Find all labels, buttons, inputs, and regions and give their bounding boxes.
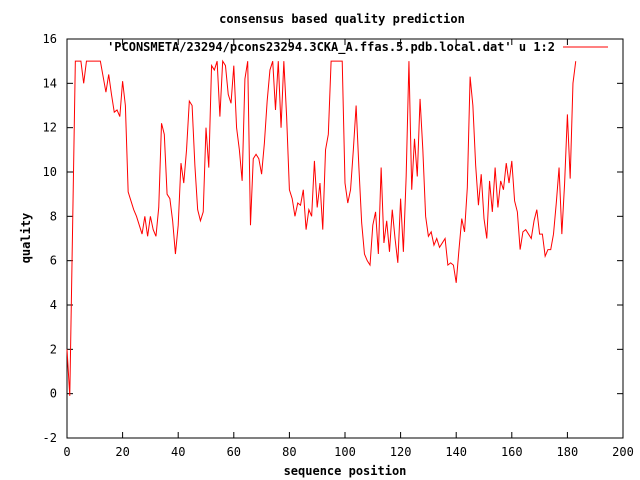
- x-tick-label: 20: [115, 445, 129, 459]
- y-tick-label: 8: [50, 209, 57, 223]
- series-layer: [66, 59, 577, 396]
- x-tick-label: 160: [501, 445, 523, 459]
- y-tick-label: -2: [43, 431, 57, 445]
- plot-frame: [66, 38, 624, 439]
- y-tick-label: 4: [50, 298, 57, 312]
- x-tick-label: 100: [334, 445, 356, 459]
- x-tick-label: 0: [63, 445, 70, 459]
- x-tick-label: 140: [445, 445, 467, 459]
- x-tick-label: 180: [557, 445, 579, 459]
- y-tick-label: 14: [43, 76, 57, 90]
- x-tick-label: 200: [612, 445, 634, 459]
- y-axis: -2 0 2 4 6 8 10 12 14 16: [43, 32, 623, 445]
- x-tick-label: 120: [390, 445, 412, 459]
- y-tick-label: 10: [43, 165, 57, 179]
- x-tick-label: 40: [171, 445, 185, 459]
- y-tick-label: 16: [43, 32, 57, 46]
- y-tick-label: 0: [50, 387, 57, 401]
- y-tick-label: 6: [50, 254, 57, 268]
- chart-title: consensus based quality prediction: [219, 12, 465, 26]
- series-line: [66, 59, 577, 396]
- y-axis-label: quality: [19, 213, 33, 264]
- x-axis: 0 20 40 60 80 100 120 140 160 180 200: [63, 39, 634, 459]
- y-tick-label: 12: [43, 121, 57, 135]
- x-tick-label: 80: [282, 445, 296, 459]
- y-tick-label: 2: [50, 342, 57, 356]
- legend-label: 'PCONSMETA/23294/pcons23294.3CKA_A.ffas.…: [107, 40, 555, 55]
- x-axis-label: sequence position: [284, 464, 407, 478]
- legend: 'PCONSMETA/23294/pcons23294.3CKA_A.ffas.…: [107, 40, 608, 55]
- x-tick-label: 60: [227, 445, 241, 459]
